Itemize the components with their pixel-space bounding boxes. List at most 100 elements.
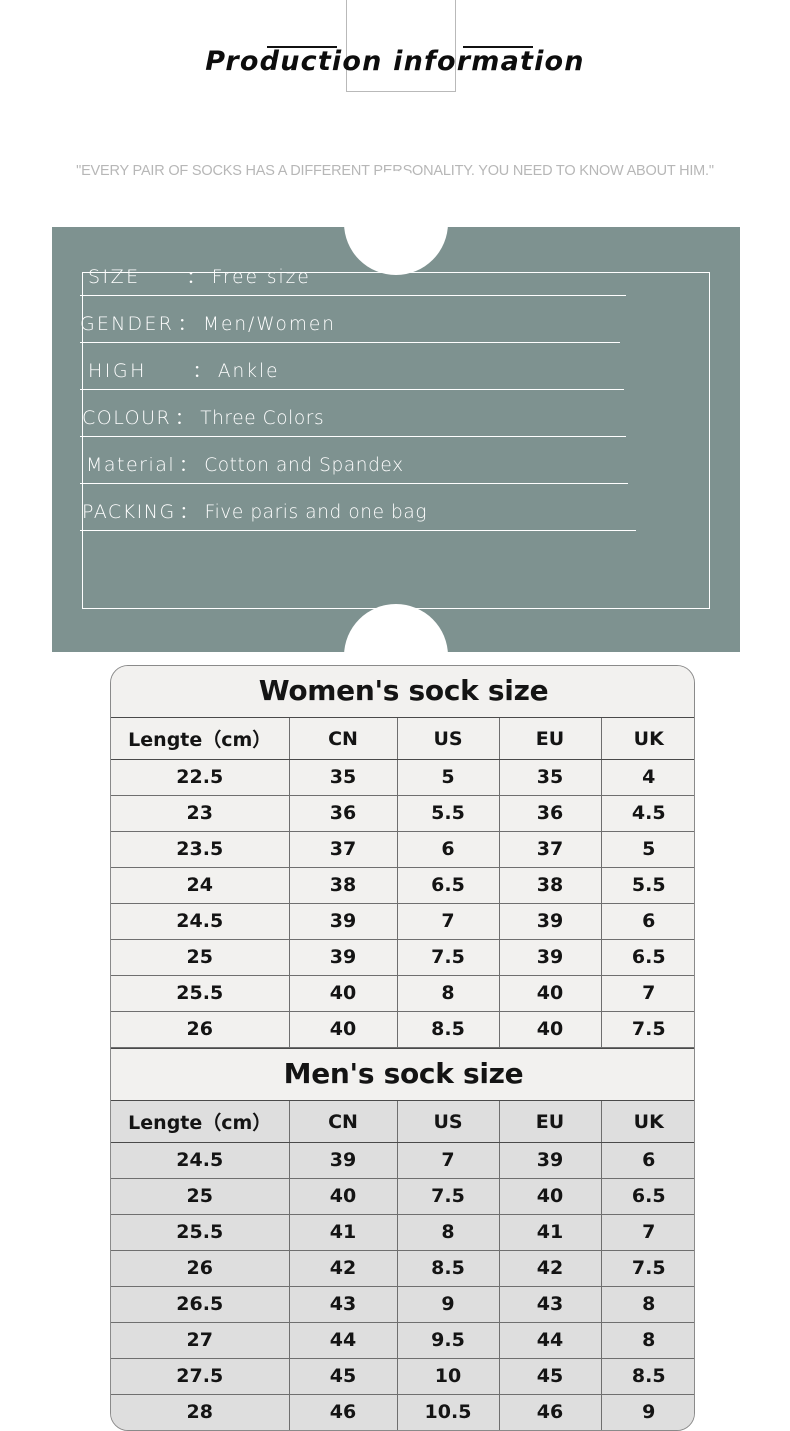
specification-list: SIZE ： Free size GENDER ： Men/Women HIGH… — [80, 249, 652, 531]
cell-us: 7 — [397, 903, 500, 940]
table-row: 24.5 39 7 39 6 — [111, 1142, 694, 1179]
cell-length: 24.5 — [111, 903, 290, 940]
cell-cn: 39 — [289, 1142, 398, 1179]
cell-uk: 8 — [601, 1322, 694, 1359]
spec-value-colour: Three Colors — [200, 408, 325, 429]
column-header-cn: CN — [289, 717, 398, 760]
cell-cn: 38 — [289, 867, 398, 904]
cell-us: 9.5 — [397, 1322, 500, 1359]
cell-cn: 41 — [289, 1214, 398, 1251]
column-header-eu: EU — [499, 1100, 602, 1143]
mens-size-table: Men's sock size Lengte（cm） CN US EU UK 2… — [111, 1048, 694, 1430]
cell-cn: 42 — [289, 1250, 398, 1287]
cell-eu: 40 — [499, 1011, 602, 1048]
table-row: 26 42 8.5 42 7.5 — [111, 1250, 694, 1287]
cell-us: 5.5 — [397, 795, 500, 832]
cell-eu: 39 — [499, 903, 602, 940]
womens-table-title-row: Women's sock size — [111, 666, 694, 718]
column-header-us: US — [397, 717, 500, 760]
spec-row-material: Material ： Cotton and Spandex — [80, 437, 628, 484]
cell-cn: 35 — [289, 759, 398, 796]
spec-separator: ： — [186, 268, 204, 288]
cell-length: 24 — [111, 867, 290, 904]
cell-eu: 39 — [499, 1142, 602, 1179]
spec-value-packing: Five paris and one bag — [204, 502, 428, 523]
spec-value-material: Cotton and Spandex — [204, 455, 404, 476]
cell-cn: 40 — [289, 1011, 398, 1048]
table-row: 23.5 37 6 37 5 — [111, 831, 694, 868]
cell-eu: 39 — [499, 939, 602, 976]
table-row: 27.5 45 10 45 8.5 — [111, 1358, 694, 1395]
cell-cn: 39 — [289, 939, 398, 976]
cell-us: 6.5 — [397, 867, 500, 904]
cell-us: 9 — [397, 1286, 500, 1323]
cell-uk: 7.5 — [601, 1250, 694, 1287]
cell-length: 23.5 — [111, 831, 290, 868]
mens-table-title-row: Men's sock size — [111, 1048, 694, 1101]
cell-length: 23 — [111, 795, 290, 832]
cell-eu: 35 — [499, 759, 602, 796]
spec-row-colour: COLOUR ： Three Colors — [80, 390, 626, 437]
cell-length: 27 — [111, 1322, 290, 1359]
table-row: 26 40 8.5 40 7.5 — [111, 1011, 694, 1048]
cell-uk: 7.5 — [601, 1011, 694, 1048]
spec-value-high: Ankle — [217, 361, 280, 382]
table-row: 27 44 9.5 44 8 — [111, 1322, 694, 1359]
column-header-uk: UK — [601, 717, 694, 760]
cell-uk: 8 — [601, 1286, 694, 1323]
cell-cn: 46 — [289, 1394, 398, 1430]
cell-uk: 4 — [601, 759, 694, 796]
cell-us: 8 — [397, 975, 500, 1012]
column-header-us: US — [397, 1100, 500, 1143]
table-row: 24.5 39 7 39 6 — [111, 903, 694, 940]
spec-label-colour: COLOUR — [82, 407, 172, 429]
spec-row-packing: PACKING ： Five paris and one bag — [80, 484, 636, 531]
cell-length: 22.5 — [111, 759, 290, 796]
cell-length: 26 — [111, 1011, 290, 1048]
spec-separator: ： — [179, 503, 197, 523]
cell-length: 25 — [111, 1178, 290, 1215]
cell-uk: 7 — [601, 975, 694, 1012]
cell-uk: 6 — [601, 1142, 694, 1179]
column-header-uk: UK — [601, 1100, 694, 1143]
cell-uk: 5 — [601, 831, 694, 868]
table-row: 25 40 7.5 40 6.5 — [111, 1178, 694, 1215]
size-chart: Women's sock size Lengte（cm） CN US EU UK… — [110, 665, 695, 1431]
table-row: 24 38 6.5 38 5.5 — [111, 867, 694, 904]
cell-cn: 37 — [289, 831, 398, 868]
cell-uk: 8.5 — [601, 1358, 694, 1395]
title-rule-right — [463, 46, 533, 48]
cell-eu: 40 — [499, 1178, 602, 1215]
womens-table-title: Women's sock size — [111, 666, 694, 718]
cell-cn: 44 — [289, 1322, 398, 1359]
cell-eu: 43 — [499, 1286, 602, 1323]
cell-us: 10 — [397, 1358, 500, 1395]
page-title: Production information — [205, 46, 585, 77]
cell-uk: 6.5 — [601, 1178, 694, 1215]
spec-value-gender: Men/Women — [202, 314, 336, 335]
cell-eu: 42 — [499, 1250, 602, 1287]
column-header-eu: EU — [499, 717, 602, 760]
cell-cn: 40 — [289, 1178, 398, 1215]
cell-length: 26.5 — [111, 1286, 290, 1323]
spec-label-high: HIGH — [88, 360, 147, 382]
cell-us: 7.5 — [397, 939, 500, 976]
column-header-cn: CN — [289, 1100, 398, 1143]
cell-cn: 45 — [289, 1358, 398, 1395]
spec-separator: ： — [192, 362, 210, 382]
column-header-length: Lengte（cm） — [111, 717, 290, 760]
panel-notch-top-icon — [344, 171, 448, 275]
cell-cn: 39 — [289, 903, 398, 940]
womens-size-table: Women's sock size Lengte（cm） CN US EU UK… — [111, 666, 694, 1048]
cell-eu: 46 — [499, 1394, 602, 1430]
title-rule-left — [267, 46, 337, 48]
cell-uk: 7 — [601, 1214, 694, 1251]
cell-length: 25.5 — [111, 1214, 290, 1251]
spec-label-size: SIZE — [88, 266, 141, 288]
table-row: 28 46 10.5 46 9 — [111, 1394, 694, 1430]
cell-us: 7.5 — [397, 1178, 500, 1215]
cell-us: 10.5 — [397, 1394, 500, 1430]
cell-cn: 43 — [289, 1286, 398, 1323]
cell-eu: 36 — [499, 795, 602, 832]
cell-us: 5 — [397, 759, 500, 796]
